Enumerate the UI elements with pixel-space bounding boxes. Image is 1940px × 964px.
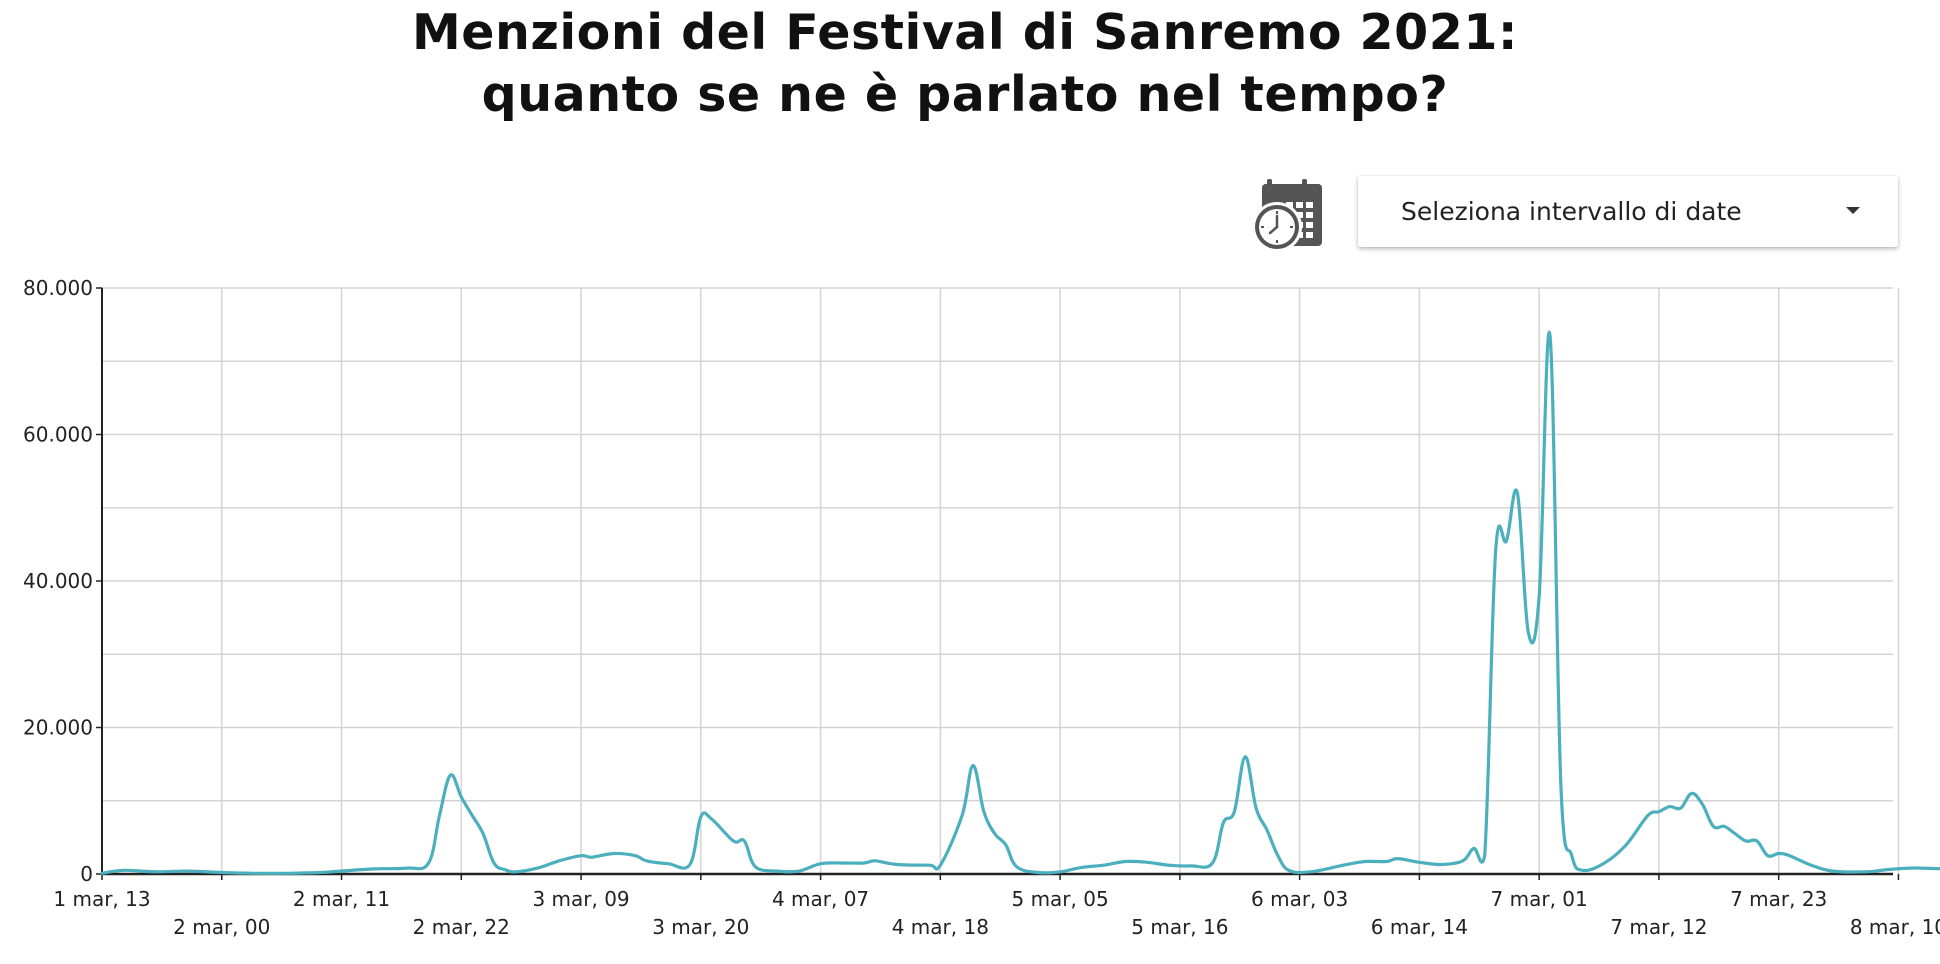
chart-title-line-1: Menzioni del Festival di Sanremo 2021: bbox=[411, 4, 1519, 61]
x-tick-label: 4 mar, 07 bbox=[772, 887, 869, 911]
y-tick-label: 80.000 bbox=[23, 276, 93, 300]
x-tick-label: 3 mar, 20 bbox=[652, 915, 749, 939]
x-tick-label: 7 mar, 12 bbox=[1610, 915, 1707, 939]
chart-title: Menzioni del Festival di Sanremo 2021: q… bbox=[0, 2, 1930, 126]
y-axis: 0 20.000 40.000 60.000 80.000 bbox=[23, 276, 103, 886]
y-tick-label: 20.000 bbox=[23, 716, 93, 740]
x-tick-label: 8 mar, 10 bbox=[1850, 915, 1940, 939]
x-tick-label: 1 mar, 13 bbox=[53, 887, 150, 911]
chart-series bbox=[100, 330, 1940, 875]
x-tick-label: 2 mar, 11 bbox=[293, 887, 390, 911]
x-tick-label: 5 mar, 16 bbox=[1131, 915, 1228, 939]
chart-grid bbox=[102, 287, 1900, 874]
date-range-select-label: Seleziona intervallo di date bbox=[1401, 197, 1742, 226]
x-tick-label: 3 mar, 09 bbox=[532, 887, 629, 911]
x-tick-label: 2 mar, 22 bbox=[413, 915, 510, 939]
y-tick-label: 40.000 bbox=[23, 569, 93, 593]
series-line bbox=[100, 330, 1940, 875]
x-tick-label: 4 mar, 18 bbox=[892, 915, 989, 939]
chart-title-line-2: quanto se ne è parlato nel tempo? bbox=[481, 66, 1449, 123]
y-tick-label: 60.000 bbox=[23, 423, 93, 447]
x-tick-label: 6 mar, 03 bbox=[1251, 887, 1348, 911]
x-tick-label: 2 mar, 00 bbox=[173, 915, 270, 939]
date-range-select[interactable]: Seleziona intervallo di date bbox=[1358, 176, 1898, 247]
x-tick-label: 6 mar, 14 bbox=[1371, 915, 1468, 939]
x-tick-label: 5 mar, 05 bbox=[1011, 887, 1108, 911]
x-tick-label: 7 mar, 23 bbox=[1730, 887, 1827, 911]
x-tick-label: 7 mar, 01 bbox=[1491, 887, 1588, 911]
chevron-down-icon bbox=[1846, 207, 1860, 214]
y-tick-label: 0 bbox=[80, 862, 93, 886]
line-chart: 0 20.000 40.000 60.000 80.000 1 mar, 13 2 mar… bbox=[23, 276, 1940, 939]
x-axis: 1 mar, 13 2 mar, 00 2 mar, 11 2 mar, 22 3 ma… bbox=[53, 872, 1940, 939]
calendar-clock-icon[interactable] bbox=[1250, 172, 1330, 252]
